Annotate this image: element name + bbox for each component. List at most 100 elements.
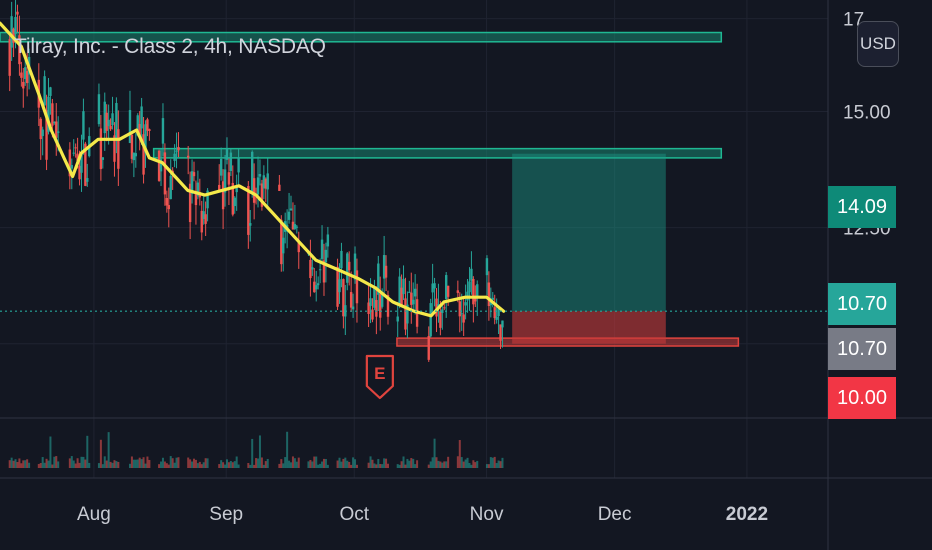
volume-bar — [39, 463, 42, 468]
candle-body — [225, 149, 229, 160]
candle-body — [20, 72, 23, 78]
candle-body — [202, 211, 205, 219]
volume-bar — [235, 456, 238, 468]
candle-body — [128, 110, 132, 144]
volume-bar — [117, 461, 120, 468]
volume-bar — [72, 460, 75, 468]
volume-bar — [317, 464, 320, 468]
candle-body — [53, 121, 56, 123]
chart-title: Tilray, Inc. - Class 2, 4h, NASDAQ — [14, 35, 326, 58]
currency-button[interactable]: USD — [857, 21, 899, 67]
volume-bar — [247, 463, 250, 468]
candle-body — [380, 293, 384, 307]
volume-bar — [443, 461, 446, 468]
price-label-stop: 10.00 — [828, 377, 896, 419]
candle-body — [219, 158, 223, 176]
candle-body — [433, 283, 436, 289]
volume-bar — [134, 459, 137, 468]
candle-body — [348, 261, 351, 271]
volume-bar — [160, 461, 163, 468]
candle-body — [489, 302, 493, 306]
candle-body — [190, 171, 194, 194]
volume-bar — [280, 459, 283, 468]
candle-body — [148, 129, 151, 131]
time-axis[interactable]: Aug Sep Oct Nov Dec 2022 — [77, 504, 768, 525]
volume-bar — [257, 458, 260, 468]
volume-bar — [101, 464, 104, 468]
earnings-flag-label: E — [374, 364, 385, 383]
volume-bar — [189, 459, 192, 468]
volume-bar — [297, 457, 300, 468]
volume-bar — [472, 460, 475, 468]
candle-body — [412, 299, 415, 305]
candle-body — [371, 309, 374, 320]
volume-bar — [158, 464, 161, 468]
volume-bar — [225, 459, 228, 468]
volume-bar — [74, 463, 77, 468]
volume-bar — [489, 457, 492, 468]
candle-body — [97, 94, 101, 125]
volume-bar — [468, 462, 471, 468]
candle-body — [70, 165, 73, 169]
volume-bar — [136, 459, 139, 468]
candle-body — [282, 237, 285, 254]
candle-body — [400, 287, 403, 307]
moving-average-line — [0, 21, 506, 318]
volume-bar — [167, 464, 170, 468]
volume-bar — [338, 457, 341, 468]
volume-bar — [284, 457, 287, 468]
candle-body — [101, 157, 105, 160]
earnings-event-marker[interactable]: E — [365, 354, 394, 400]
volume-bar — [88, 462, 91, 468]
volume-bar — [45, 458, 48, 468]
volume-bar — [107, 432, 110, 468]
volume-bar — [466, 457, 469, 468]
long-position-tool[interactable] — [512, 153, 666, 344]
volume-bar — [68, 458, 71, 468]
volume-bar — [132, 459, 135, 468]
candle-body — [342, 279, 345, 317]
volume-bar — [410, 458, 413, 468]
volume-bar — [369, 456, 372, 468]
price-label-current: 10.70 — [828, 328, 896, 370]
candle-body — [25, 71, 29, 84]
volume-bar — [84, 459, 87, 468]
volume-bar — [51, 464, 54, 468]
candle-body — [237, 157, 240, 173]
candle-body — [446, 285, 450, 297]
candle-body — [398, 276, 401, 305]
volume-bar — [237, 464, 240, 468]
candle-body — [320, 239, 324, 259]
volume-bar — [344, 457, 347, 468]
price-label-target: 14.09 — [828, 186, 896, 228]
volume-bar — [381, 464, 384, 468]
candle-body — [367, 302, 370, 314]
volume-bar — [175, 457, 178, 468]
candle-body — [324, 249, 328, 263]
volume-bar — [140, 459, 143, 468]
candle-body — [439, 311, 442, 328]
candle-body — [45, 110, 48, 160]
candle-body — [375, 300, 378, 317]
volume-bar — [80, 456, 83, 468]
volume-bar — [57, 461, 60, 468]
volume-bar — [20, 463, 23, 468]
candle-body — [169, 175, 172, 200]
volume-bar — [474, 462, 477, 468]
candle-body — [229, 152, 233, 171]
volume-bar — [130, 456, 133, 468]
volume-bar — [251, 438, 254, 468]
volume-bar — [387, 463, 390, 468]
candle-body — [497, 308, 500, 317]
candle-body — [382, 255, 386, 279]
time-tick-label: Sep — [209, 504, 243, 525]
volume-bar — [187, 457, 190, 468]
volume-bar — [319, 463, 322, 468]
candle-body — [402, 278, 405, 295]
candle-body — [384, 265, 388, 278]
volume-bar — [24, 460, 27, 468]
volume-bar — [204, 458, 207, 468]
price-tick-label: 15.00 — [843, 102, 891, 123]
volume-bar — [416, 460, 419, 468]
